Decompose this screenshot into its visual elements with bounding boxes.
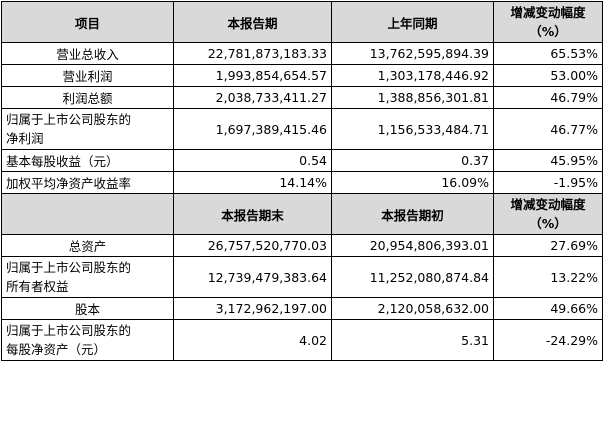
header-change-line2: （%） (529, 24, 567, 39)
current-value: 1,993,854,654.57 (173, 64, 332, 87)
change-value: 65.53% (493, 42, 603, 65)
table-row: 总资产 26,757,520,770.03 20,954,806,393.01 … (1, 234, 603, 257)
table-row: 归属于上市公司股东的 所有者权益 12,739,479,383.64 11,25… (1, 256, 603, 298)
row-label: 基本每股收益（元） (1, 149, 174, 172)
header-change-line1: 增减变动幅度 (510, 5, 586, 20)
prior-value: 0.37 (331, 149, 494, 172)
header-change-line2: （%） (529, 216, 567, 231)
table-row: 营业利润 1,993,854,654.57 1,303,178,446.92 5… (1, 64, 603, 87)
row-label: 营业利润 (1, 64, 174, 87)
current-value: 14.14% (173, 171, 332, 194)
table-subheader-row: 本报告期末 本报告期初 增减变动幅度 （%） (1, 193, 603, 235)
row-label: 加权平均净资产收益率 (1, 171, 174, 194)
table-row: 加权平均净资产收益率 14.14% 16.09% -1.95% (1, 171, 603, 194)
prior-value: 16.09% (331, 171, 494, 194)
change-value: -1.95% (493, 171, 603, 194)
financial-summary-table: 项目 本报告期 上年同期 增减变动幅度 （%） 营业总收入 22,781,873… (1, 1, 603, 361)
row-label: 股本 (1, 297, 174, 320)
row-label: 归属于上市公司股东的 净利润 (1, 108, 174, 150)
header-period-start: 本报告期初 (331, 193, 494, 235)
table-row: 利润总额 2,038,733,411.27 1,388,856,301.81 4… (1, 86, 603, 109)
change-value: -24.29% (493, 319, 603, 361)
prior-value: 20,954,806,393.01 (331, 234, 494, 257)
prior-value: 11,252,080,874.84 (331, 256, 494, 298)
change-value: 27.69% (493, 234, 603, 257)
table-row: 基本每股收益（元） 0.54 0.37 45.95% (1, 149, 603, 172)
table-row: 归属于上市公司股东的 净利润 1,697,389,415.46 1,156,53… (1, 108, 603, 150)
current-value: 1,697,389,415.46 (173, 108, 332, 150)
current-value: 12,739,479,383.64 (173, 256, 332, 298)
change-value: 13.22% (493, 256, 603, 298)
row-label-line2: 每股净资产（元） (6, 342, 107, 357)
prior-value: 5.31 (331, 319, 494, 361)
table-header-row: 项目 本报告期 上年同期 增减变动幅度 （%） (1, 1, 603, 43)
header-current-period: 本报告期 (173, 1, 332, 43)
row-label: 归属于上市公司股东的 所有者权益 (1, 256, 174, 298)
row-label-line2: 净利润 (6, 131, 44, 146)
change-value: 53.00% (493, 64, 603, 87)
header-change-line1: 增减变动幅度 (510, 197, 586, 212)
current-value: 4.02 (173, 319, 332, 361)
prior-value: 2,120,058,632.00 (331, 297, 494, 320)
prior-value: 1,303,178,446.92 (331, 64, 494, 87)
current-value: 26,757,520,770.03 (173, 234, 332, 257)
row-label-line1: 归属于上市公司股东的 (6, 260, 132, 275)
prior-value: 13,762,595,894.39 (331, 42, 494, 65)
table-row: 归属于上市公司股东的 每股净资产（元） 4.02 5.31 -24.29% (1, 319, 603, 361)
header-change: 增减变动幅度 （%） (493, 1, 603, 43)
current-value: 3,172,962,197.00 (173, 297, 332, 320)
row-label-line1: 归属于上市公司股东的 (6, 112, 132, 127)
prior-value: 1,156,533,484.71 (331, 108, 494, 150)
current-value: 2,038,733,411.27 (173, 86, 332, 109)
header-period-end: 本报告期末 (173, 193, 332, 235)
header-prior-period: 上年同期 (331, 1, 494, 43)
row-label: 归属于上市公司股东的 每股净资产（元） (1, 319, 174, 361)
table-row: 股本 3,172,962,197.00 2,120,058,632.00 49.… (1, 297, 603, 320)
change-value: 46.77% (493, 108, 603, 150)
row-label-line1: 归属于上市公司股东的 (6, 323, 132, 338)
row-label: 营业总收入 (1, 42, 174, 65)
header-change: 增减变动幅度 （%） (493, 193, 603, 235)
table-row: 营业总收入 22,781,873,183.33 13,762,595,894.3… (1, 42, 603, 65)
change-value: 49.66% (493, 297, 603, 320)
header-blank (1, 193, 174, 235)
row-label-line2: 所有者权益 (6, 279, 69, 294)
prior-value: 1,388,856,301.81 (331, 86, 494, 109)
row-label: 利润总额 (1, 86, 174, 109)
header-item: 项目 (1, 1, 174, 43)
change-value: 46.79% (493, 86, 603, 109)
current-value: 0.54 (173, 149, 332, 172)
row-label: 总资产 (1, 234, 174, 257)
change-value: 45.95% (493, 149, 603, 172)
current-value: 22,781,873,183.33 (173, 42, 332, 65)
